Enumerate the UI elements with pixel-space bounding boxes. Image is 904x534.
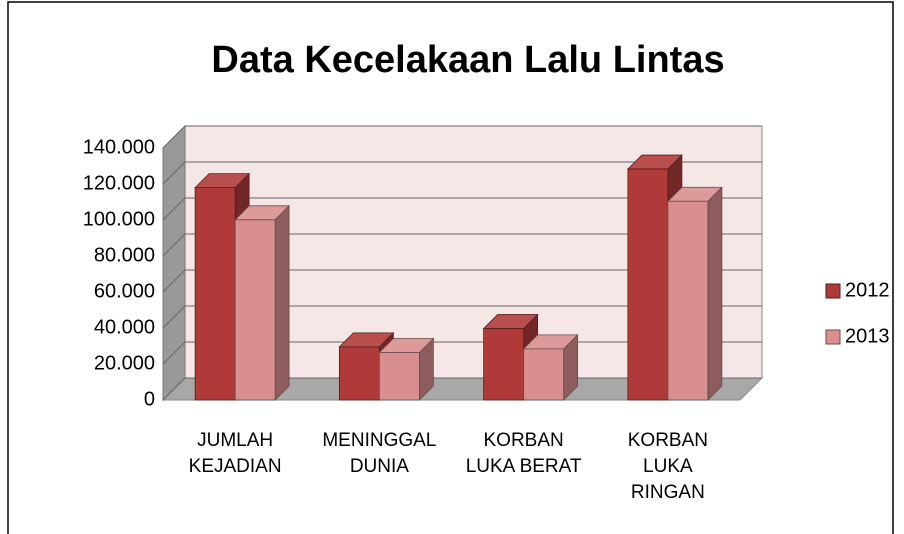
grid-line [162, 161, 762, 185]
grid-line [162, 125, 762, 149]
y-tick-label: 120.000 [83, 172, 155, 194]
bar-side [274, 204, 290, 401]
y-tick-label: 100.000 [83, 208, 155, 230]
bar [378, 352, 420, 401]
y-tick-label: 0 [144, 388, 155, 410]
chart-title: Data Kecelakaan Lalu Lintas [211, 39, 724, 81]
y-tick-label: 20.000 [94, 352, 155, 374]
x-tick-label: LUKA [643, 456, 693, 477]
x-tick-label: KEJADIAN [189, 456, 282, 477]
bar [627, 168, 669, 401]
x-tick-label: MENINGGAL [322, 430, 436, 451]
legend-label: 2013 [845, 325, 890, 347]
y-tick-label: 80.000 [94, 244, 155, 266]
bar [338, 346, 380, 401]
bar [483, 328, 525, 401]
bar [194, 187, 236, 401]
legend-swatch [825, 283, 841, 299]
y-tick-label: 60.000 [94, 280, 155, 302]
y-tick-label: 40.000 [94, 316, 155, 338]
grid-line [162, 305, 762, 329]
bar [523, 348, 565, 401]
legend-label: 2012 [845, 279, 890, 301]
legend-swatch [825, 329, 841, 345]
x-tick-label: JUMLAH [197, 430, 273, 451]
grid-line [162, 269, 762, 293]
x-tick-label: LUKA BERAT [466, 456, 582, 477]
x-tick-label: DUNIA [350, 456, 409, 477]
bar [667, 200, 709, 401]
side-wall [162, 124, 186, 402]
y-tick-label: 140.000 [83, 136, 155, 158]
x-tick-label: KORBAN [628, 430, 708, 451]
x-tick-label: KORBAN [484, 430, 564, 451]
bar [234, 219, 276, 401]
grid-line [162, 233, 762, 257]
x-tick-label: RINGAN [631, 482, 705, 503]
bar-side [707, 186, 723, 401]
grid-line [162, 197, 762, 221]
